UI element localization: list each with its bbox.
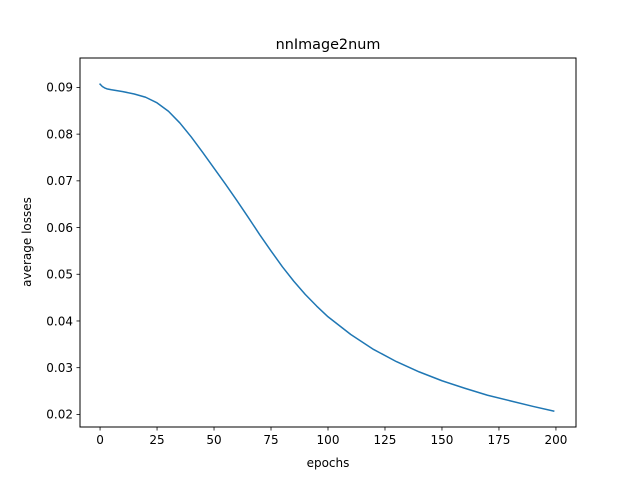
x-tick-label: 0 (96, 433, 104, 447)
x-tick-label: 200 (544, 433, 567, 447)
x-tick-label: 175 (488, 433, 511, 447)
y-tick-label: 0.05 (46, 268, 73, 282)
y-tick-label: 0.04 (46, 314, 73, 328)
y-tick-label: 0.02 (46, 408, 73, 422)
x-axis-label: epochs (307, 456, 350, 470)
x-tick-label: 100 (317, 433, 340, 447)
y-tick-label: 0.07 (46, 174, 73, 188)
y-tick-label: 0.03 (46, 361, 73, 375)
y-axis-ticks: 0.02 0.03 0.04 0.05 0.06 0.07 0.08 0.09 (46, 81, 80, 422)
y-tick-label: 0.06 (46, 221, 73, 235)
chart-title: nnImage2num (276, 37, 381, 53)
y-tick-label: 0.09 (46, 81, 73, 95)
y-axis-label: average losses (20, 197, 34, 287)
x-axis-ticks: 0 25 50 75 100 125 150 175 200 (96, 427, 567, 447)
series-layer (98, 83, 555, 413)
x-tick-label: 25 (149, 433, 164, 447)
plot-frame (79, 57, 577, 428)
x-tick-label: 50 (206, 433, 221, 447)
x-tick-label: 75 (263, 433, 278, 447)
plot-area (80, 58, 576, 427)
series-line-0 (98, 83, 555, 413)
x-tick-label: 125 (374, 433, 397, 447)
x-tick-label: 150 (431, 433, 454, 447)
y-tick-label: 0.08 (46, 127, 73, 141)
